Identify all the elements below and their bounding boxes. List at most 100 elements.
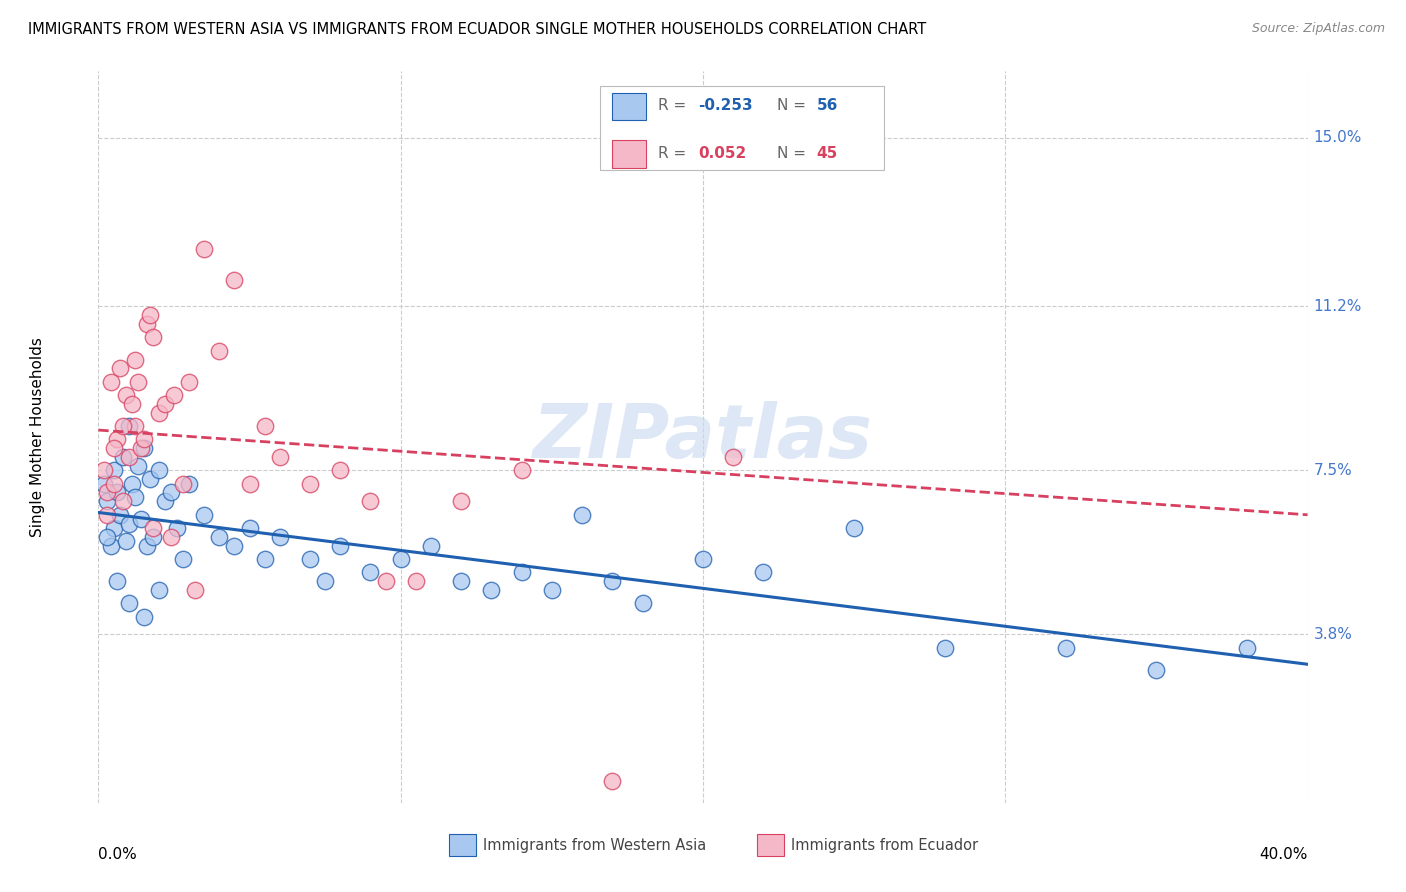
Point (127, 458, 149, 473)
Point (1146, 663, 1168, 677)
Point (153, 397, 176, 411)
Point (105, 432, 128, 446)
Point (132, 441, 155, 455)
Point (121, 476, 143, 491)
FancyBboxPatch shape (600, 86, 884, 170)
Point (420, 539, 443, 553)
Point (111, 494, 134, 508)
Point (139, 472, 162, 486)
Point (129, 441, 152, 455)
Point (631, 596, 654, 610)
Point (360, 494, 382, 508)
Point (93, 476, 115, 491)
Point (96, 530, 118, 544)
Point (114, 388, 136, 402)
Point (374, 574, 396, 589)
Point (179, 375, 201, 389)
Point (208, 343, 231, 358)
Point (142, 330, 165, 344)
Point (103, 463, 125, 477)
Point (111, 450, 134, 464)
Point (142, 521, 165, 535)
Point (314, 574, 336, 589)
Point (510, 463, 533, 477)
Point (124, 352, 146, 367)
Bar (613, 93, 647, 120)
Text: 0.052: 0.052 (699, 145, 747, 161)
Text: 7.5%: 7.5% (1313, 463, 1353, 478)
Point (127, 375, 149, 389)
Point (193, 242, 215, 256)
Text: 3.8%: 3.8% (1313, 627, 1353, 642)
Point (160, 485, 183, 500)
Point (299, 552, 322, 566)
Point (360, 566, 382, 580)
Point (114, 534, 136, 549)
Point (813, 153, 835, 167)
Text: -0.253: -0.253 (699, 98, 752, 113)
Point (160, 530, 183, 544)
Point (239, 476, 262, 491)
Point (132, 609, 155, 624)
Text: 56: 56 (817, 98, 838, 113)
Text: Immigrants from Western Asia: Immigrants from Western Asia (482, 838, 706, 853)
Text: 0.0%: 0.0% (98, 847, 138, 862)
Point (299, 476, 322, 491)
Bar (758, 834, 785, 856)
Point (253, 419, 276, 434)
Point (481, 582, 503, 597)
Point (148, 406, 170, 420)
Point (184, 582, 207, 597)
Point (93, 463, 115, 477)
Point (103, 441, 125, 455)
Text: ZIPatlas: ZIPatlas (533, 401, 873, 474)
Text: R =: R = (658, 145, 692, 161)
Point (135, 317, 157, 331)
Point (129, 512, 152, 526)
Point (105, 574, 128, 589)
Point (934, 640, 956, 655)
Point (135, 539, 157, 553)
Text: IMMIGRANTS FROM WESTERN ASIA VS IMMIGRANTS FROM ECUADOR SINGLE MOTHER HOUSEHOLDS: IMMIGRANTS FROM WESTERN ASIA VS IMMIGRAN… (28, 22, 927, 37)
Point (96, 485, 118, 500)
Point (1054, 640, 1077, 655)
Point (224, 539, 246, 553)
Point (1236, 640, 1258, 655)
Point (153, 494, 176, 508)
Point (108, 361, 131, 376)
Text: 15.0%: 15.0% (1313, 130, 1362, 145)
Point (253, 552, 276, 566)
Point (118, 516, 141, 531)
Point (723, 450, 745, 464)
Point (100, 539, 122, 553)
Point (108, 508, 131, 522)
Point (269, 450, 291, 464)
Point (142, 530, 165, 544)
Point (111, 419, 134, 434)
Text: Single Mother Households: Single Mother Households (31, 337, 45, 537)
Point (389, 552, 412, 566)
Point (571, 508, 593, 522)
Text: Immigrants from Ecuador: Immigrants from Ecuador (792, 838, 979, 853)
Point (118, 596, 141, 610)
Point (179, 476, 201, 491)
Point (844, 521, 866, 535)
Point (96, 508, 118, 522)
Point (103, 521, 125, 535)
Point (329, 463, 352, 477)
Text: 45: 45 (817, 145, 838, 161)
Point (692, 552, 714, 566)
Point (602, 773, 624, 788)
Text: R =: R = (658, 98, 692, 113)
Point (540, 582, 562, 597)
Point (224, 273, 246, 287)
Point (602, 574, 624, 589)
Point (450, 494, 472, 508)
Bar (613, 140, 647, 168)
Point (163, 388, 186, 402)
Point (96, 494, 118, 508)
Point (193, 508, 215, 522)
Point (132, 432, 155, 446)
Point (139, 308, 162, 322)
Point (510, 566, 533, 580)
